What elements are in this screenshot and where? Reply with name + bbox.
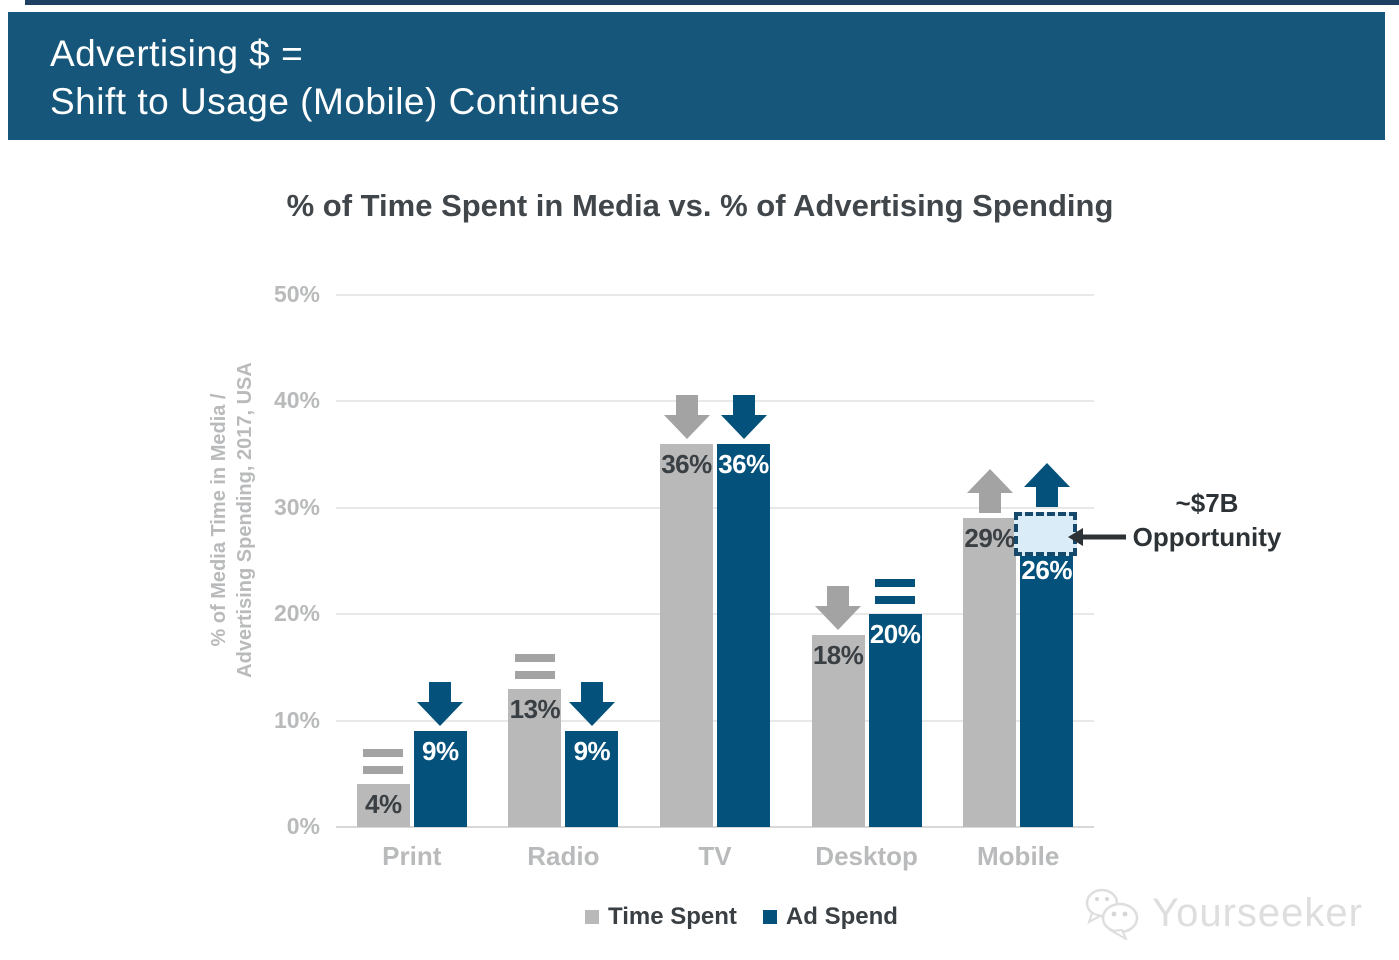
annotation-line2: Opportunity bbox=[1132, 522, 1282, 552]
gridline-10% bbox=[336, 719, 1094, 722]
category-label-mobile: Mobile bbox=[977, 841, 1060, 871]
equals-indicator-desktop-ad-spend bbox=[875, 579, 916, 605]
y-tick-label-40%: 40% bbox=[273, 387, 320, 414]
gridline-40% bbox=[336, 400, 1094, 403]
top-edge-strip bbox=[25, 0, 1399, 5]
bar-radio-time-spent: 13% bbox=[508, 688, 562, 827]
bar-value-label-radio-ad-spend: 9% bbox=[573, 736, 611, 767]
bar-value-label-print-ad-spend: 9% bbox=[422, 736, 459, 767]
watermark-text: Yourseeker bbox=[1152, 890, 1363, 935]
equals-indicator-radio-time-spent bbox=[514, 653, 555, 679]
legend: Time Spent Ad Spend bbox=[585, 903, 898, 931]
category-label-tv: TV bbox=[698, 841, 732, 871]
bar-tv-time-spent: 36% bbox=[660, 443, 713, 827]
annotation-left-arrow-icon bbox=[1068, 528, 1126, 546]
legend-swatch-ad-spend bbox=[762, 910, 777, 924]
y-tick-label-0%: 0% bbox=[286, 813, 320, 839]
down-arrow-icon-radio-ad-spend bbox=[568, 682, 615, 727]
bar-mobile-ad-spend: 26% bbox=[1020, 550, 1074, 827]
equals-indicator-print-time-spent bbox=[363, 749, 404, 775]
up-arrow-icon-mobile-time-spent bbox=[966, 469, 1013, 514]
category-label-desktop: Desktop bbox=[815, 841, 918, 871]
header-banner: Advertising $ = Shift to Usage (Mobile) … bbox=[8, 12, 1385, 140]
category-label-radio: Radio bbox=[527, 841, 600, 871]
down-arrow-icon-print-ad-spend bbox=[417, 682, 464, 727]
legend-swatch-time-spent bbox=[585, 910, 599, 924]
legend-label-ad-spend: Ad Spend bbox=[785, 903, 898, 930]
bar-value-label-tv-time-spent: 36% bbox=[661, 448, 712, 479]
chat-bubbles-icon bbox=[1085, 888, 1139, 940]
y-tick-label-50%: 50% bbox=[273, 281, 320, 307]
annotation-line1: ~$7B bbox=[1175, 488, 1239, 518]
gridline-20% bbox=[336, 613, 1094, 616]
bar-value-label-print-time-spent: 4% bbox=[365, 789, 402, 820]
gridline-30% bbox=[336, 506, 1094, 509]
watermark: Yourseeker bbox=[1082, 886, 1363, 940]
bar-value-label-mobile-ad-spend: 26% bbox=[1021, 555, 1072, 586]
category-label-print: Print bbox=[382, 841, 442, 871]
legend-item-time-spent: Time Spent bbox=[585, 903, 737, 931]
opportunity-gap-box bbox=[1014, 512, 1078, 557]
gridline-50% bbox=[336, 294, 1094, 296]
bar-mobile-time-spent: 29% bbox=[963, 518, 1017, 827]
bar-desktop-time-spent: 18% bbox=[811, 635, 865, 827]
down-arrow-icon-tv-time-spent bbox=[663, 394, 710, 439]
bar-print-time-spent: 4% bbox=[356, 784, 410, 827]
slide-title-line2: Shift to Usage (Mobile) Continues bbox=[50, 81, 620, 122]
gridline-0% bbox=[336, 826, 1094, 828]
bar-value-label-desktop-ad-spend: 20% bbox=[869, 619, 921, 650]
legend-label-time-spent: Time Spent bbox=[608, 903, 737, 930]
bar-value-label-tv-ad-spend: 36% bbox=[718, 448, 769, 479]
down-arrow-icon-desktop-time-spent bbox=[815, 586, 862, 631]
y-tick-label-10%: 10% bbox=[273, 706, 320, 733]
bar-value-label-mobile-time-spent: 29% bbox=[964, 523, 1015, 554]
y-tick-label-30%: 30% bbox=[273, 493, 320, 520]
down-arrow-icon-tv-ad-spend bbox=[720, 394, 767, 439]
legend-item-ad-spend: Ad Spend bbox=[762, 903, 898, 931]
slide-title-line1: Advertising $ = bbox=[50, 33, 304, 74]
bar-value-label-radio-time-spent: 13% bbox=[509, 693, 561, 724]
bar-tv-ad-spend: 36% bbox=[717, 443, 770, 827]
opportunity-annotation: ~$7B Opportunity bbox=[1118, 486, 1296, 554]
y-tick-label-20%: 20% bbox=[273, 600, 320, 627]
bar-print-ad-spend: 9% bbox=[413, 731, 467, 827]
bar-radio-ad-spend: 9% bbox=[565, 731, 619, 827]
chart-title: % of Time Spent in Media vs. % of Advert… bbox=[286, 188, 1114, 223]
up-arrow-icon-mobile-ad-spend bbox=[1023, 463, 1070, 508]
bar-desktop-ad-spend: 20% bbox=[868, 614, 922, 827]
bar-value-label-desktop-time-spent: 18% bbox=[812, 640, 864, 671]
